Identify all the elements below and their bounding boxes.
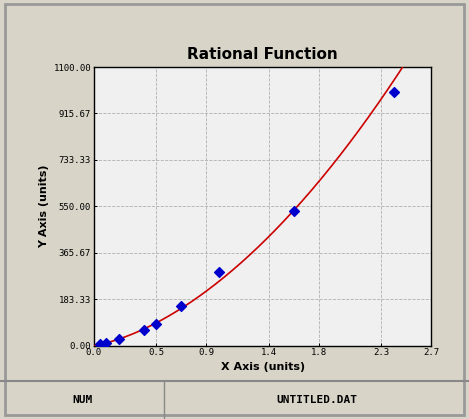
X-axis label: X Axis (units): X Axis (units)	[220, 362, 305, 372]
Title: Rational Function: Rational Function	[187, 47, 338, 62]
Point	[115, 336, 122, 343]
Point	[178, 303, 185, 310]
Point	[103, 339, 110, 346]
Y-axis label: Y Axis (units): Y Axis (units)	[39, 165, 49, 248]
Text: UNTITLED.DAT: UNTITLED.DAT	[276, 395, 357, 405]
Point	[290, 208, 298, 215]
Point	[96, 341, 104, 348]
Point	[215, 269, 223, 276]
Point	[390, 89, 398, 96]
Point	[152, 321, 160, 328]
Text: NUM: NUM	[72, 395, 92, 405]
Point	[140, 327, 148, 334]
